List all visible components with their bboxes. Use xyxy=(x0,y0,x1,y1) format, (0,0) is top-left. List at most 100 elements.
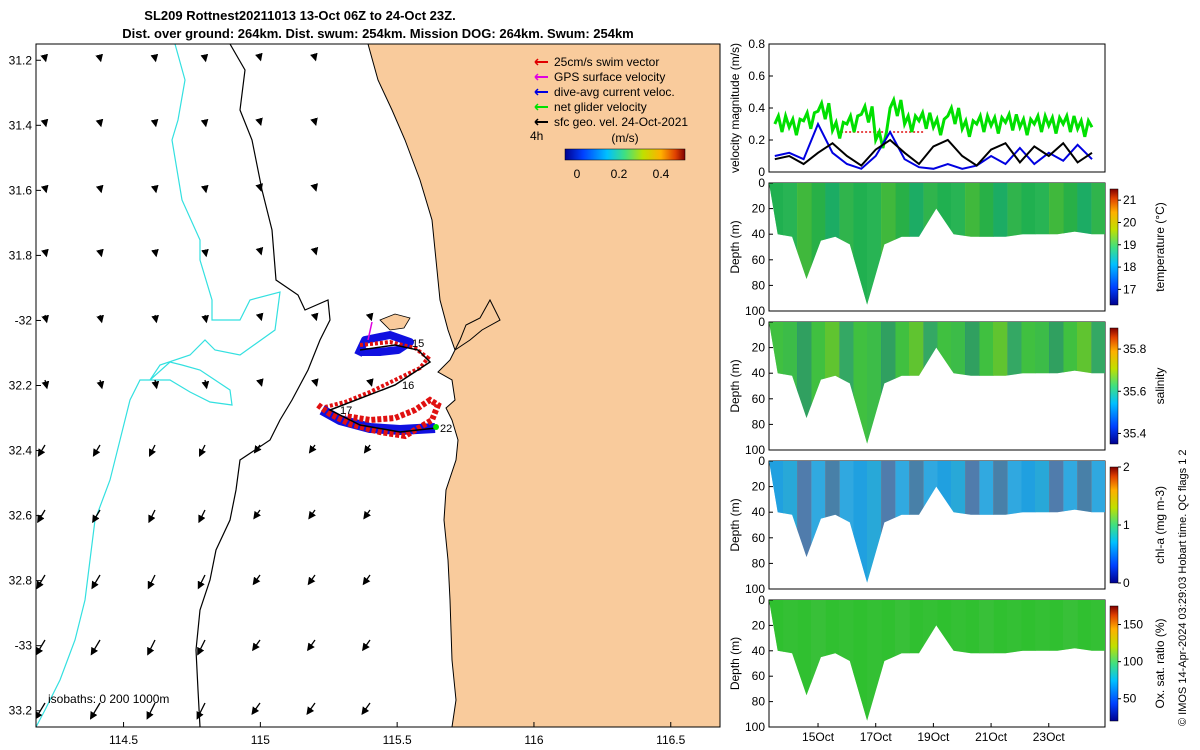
current-arrow xyxy=(308,509,316,520)
section-ytick-label: 100 xyxy=(745,304,765,318)
current-arrow xyxy=(255,52,263,62)
current-arrow xyxy=(36,574,46,590)
section-xtick-label: 23Oct xyxy=(1033,730,1066,744)
current-arrow xyxy=(363,509,371,520)
section-ytick-label: 80 xyxy=(752,278,766,292)
current-arrow xyxy=(307,639,316,652)
colorbar-tick-label: 35.4 xyxy=(1123,426,1147,440)
current-arrow xyxy=(197,574,206,590)
colorbar-label: salinity xyxy=(1153,368,1167,405)
current-arrow xyxy=(306,702,316,715)
map-lon-tick-label: 116.5 xyxy=(656,733,685,747)
map-lon-tick-label: 114.5 xyxy=(109,733,138,747)
legend-arrowhead xyxy=(534,103,539,111)
colorbar-tick-label: 150 xyxy=(1123,618,1143,632)
current-arrow xyxy=(200,184,209,194)
current-arrow xyxy=(363,444,372,454)
section-ylabel: Depth (m) xyxy=(728,359,742,412)
colorbar-tick-label: 50 xyxy=(1123,692,1137,706)
legend-arrowhead xyxy=(534,88,539,96)
current-arrow xyxy=(150,53,159,63)
colorbar-tick-label: 20 xyxy=(1123,215,1137,229)
section-ytick-label: 60 xyxy=(752,392,766,406)
glider-track: 15 16 17 22 xyxy=(316,321,452,440)
legend-arrowhead xyxy=(534,73,539,81)
track-green-marker xyxy=(433,424,439,430)
map-lat-tick-label: 32.6 xyxy=(9,509,33,523)
current-arrow xyxy=(41,314,49,324)
isobath-1000m xyxy=(36,44,281,727)
current-arrow xyxy=(37,444,46,457)
section-ytick-label: 0 xyxy=(758,593,765,607)
current-arrow xyxy=(90,639,101,656)
section-xtick-label: 15Oct xyxy=(802,730,835,744)
current-arrow xyxy=(308,444,317,454)
rottnest-island xyxy=(379,313,411,331)
section-panel-4: 0 20 40 60 80 100 Depth (m) 50 100 150 Ox. sat. ra… xyxy=(728,593,1167,744)
velocity-ytick-label: 0.2 xyxy=(748,133,765,147)
legend-entry: dive-avg current veloc. xyxy=(554,85,675,99)
map-lat-tick-label: 32.2 xyxy=(9,379,33,393)
section-ytick-label: 100 xyxy=(745,443,765,457)
current-arrow xyxy=(40,53,48,63)
section-ytick-label: 0 xyxy=(758,454,765,468)
current-arrow xyxy=(36,639,46,656)
current-arrow xyxy=(95,53,103,63)
section-ylabel: Depth (m) xyxy=(728,220,742,273)
section-xtick-label: 19Oct xyxy=(917,730,950,744)
section-ytick-label: 100 xyxy=(745,582,765,596)
current-arrow xyxy=(201,314,209,324)
section-ytick-label: 80 xyxy=(752,556,766,570)
current-arrow xyxy=(41,248,49,258)
velocity-ytick-label: 0 xyxy=(758,165,765,179)
map-panel: 15 16 17 22 31.231.431.631.8-3232.232.43… xyxy=(9,43,721,747)
section-panel-1: 0 20 40 60 80 100 Depth (m) 17 18 19 20 21 temperatu… xyxy=(728,176,1167,318)
section-ytick-label: 60 xyxy=(752,669,766,683)
current-arrow xyxy=(37,509,46,524)
current-arrow xyxy=(307,574,316,586)
track-blue xyxy=(354,331,414,357)
colorbar-tick-label: 100 xyxy=(1123,655,1143,669)
map-lat-tick-label: -33 xyxy=(15,639,33,653)
legend-arrowhead xyxy=(534,58,539,66)
map-lat-tick-label: 32.8 xyxy=(9,574,33,588)
current-arrow xyxy=(361,702,371,715)
colorbar-tick-label: 35.8 xyxy=(1123,342,1147,356)
current-arrow xyxy=(147,574,156,590)
section-xtick-label: 17Oct xyxy=(860,730,893,744)
section-ytick-label: 40 xyxy=(752,227,766,241)
colorbar-tick-label: 2 xyxy=(1123,460,1130,474)
map-colorbar-tick-1: 0.2 xyxy=(611,167,628,181)
current-arrow xyxy=(197,639,206,656)
current-arrow xyxy=(92,509,101,524)
colorbar-tick-label: 0 xyxy=(1123,576,1130,590)
current-arrow xyxy=(200,53,209,63)
map-lat-tick-label: 33.2 xyxy=(9,704,33,718)
track-magenta xyxy=(367,321,373,341)
map-lon-tick-label: 115.5 xyxy=(383,733,412,747)
section-colorbar xyxy=(1109,605,1119,722)
section-ytick-label: 0 xyxy=(758,315,765,329)
velocity-series-line xyxy=(773,95,1094,149)
footer-credit: © IMOS 14-Apr-2024 03:29:03 Hobart time.… xyxy=(1177,449,1189,726)
current-arrow xyxy=(149,444,156,457)
velocity-ytick-label: 0.4 xyxy=(748,101,765,115)
velocity-ylabel: velocity magnitude (m/s) xyxy=(728,43,742,173)
section-ytick-label: 40 xyxy=(752,505,766,519)
colorbar-label: chl-a (mg m-3) xyxy=(1153,486,1167,564)
time-label: 4h xyxy=(530,129,543,143)
current-arrow xyxy=(198,509,206,524)
section-ytick-label: 20 xyxy=(752,341,766,355)
current-arrow xyxy=(151,314,159,324)
colorbar-tick-label: 1 xyxy=(1123,518,1130,532)
current-arrow xyxy=(311,378,319,387)
map-lat-tick-label: -32 xyxy=(15,313,33,327)
current-arrow xyxy=(366,378,374,387)
colorbar-tick-label: 18 xyxy=(1123,260,1137,274)
colorbar-tick-label: 21 xyxy=(1123,193,1137,207)
current-arrow xyxy=(96,248,104,258)
coastline xyxy=(367,44,501,727)
section-colorbar xyxy=(1109,327,1119,445)
map-lon-ticks: 114.5 115 115.5 116 116.5 xyxy=(109,722,686,747)
velocity-axes xyxy=(768,43,1106,173)
